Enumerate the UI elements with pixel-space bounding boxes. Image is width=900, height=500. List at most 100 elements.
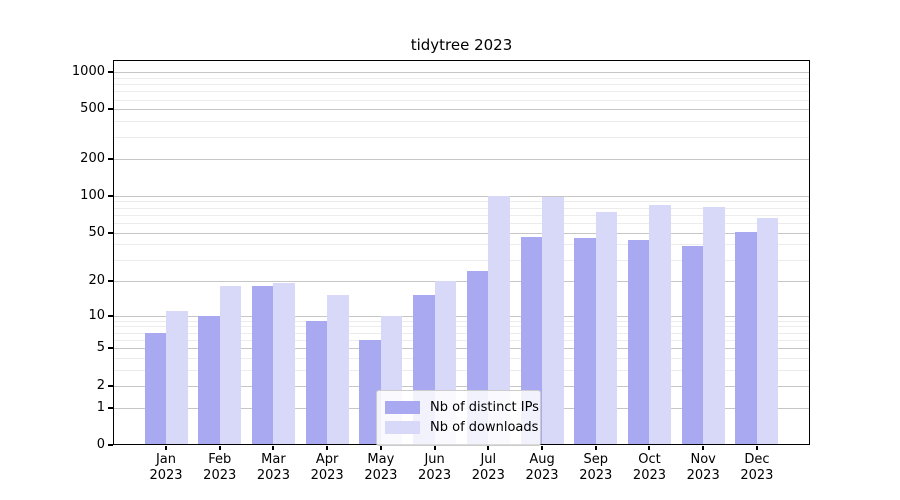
y-tick-500	[108, 108, 113, 111]
x-tick-label-month: Jun	[424, 452, 445, 467]
y-tick-label-50: 50	[88, 224, 105, 240]
y-tick-200	[108, 157, 113, 160]
x-tick-label-month: Feb	[208, 452, 232, 467]
x-tick-label-feb: Feb 2023	[191, 452, 249, 484]
x-tick-label-nov: Nov 2023	[674, 452, 732, 484]
x-tick-label-mar: Mar 2023	[244, 452, 302, 484]
bar-downloads-sep	[595, 211, 618, 445]
major-gridline-2	[113, 385, 810, 387]
bar-distinct-ips-apr	[305, 320, 328, 445]
minor-gridline-900	[113, 77, 810, 79]
x-tick-label-aug: Aug 2023	[513, 452, 571, 484]
chart-title: tidytree 2023	[410, 36, 513, 54]
y-tick-label-10: 10	[88, 307, 105, 323]
y-tick-1	[108, 406, 113, 409]
x-tick-label-month: Dec	[744, 452, 770, 467]
bar-downloads-feb	[219, 286, 242, 445]
major-gridline-100	[113, 195, 810, 197]
x-tick-label-year: 2023	[471, 468, 505, 483]
x-tick-label-month: Mar	[261, 452, 286, 467]
x-tick-label-year: 2023	[740, 468, 774, 483]
legend: Nb of distinct IPs Nb of downloads	[376, 390, 541, 446]
minor-gridline-3	[113, 370, 810, 372]
y-tick-label-500: 500	[80, 101, 105, 117]
major-gridline-10	[113, 315, 810, 317]
y-tick-label-20: 20	[88, 272, 105, 288]
major-gridline-500	[113, 109, 810, 111]
x-tick-jul	[487, 446, 490, 450]
bar-downloads-mar	[273, 283, 295, 445]
legend-entry-distinct-ips: Nb of distinct IPs	[385, 398, 539, 417]
bar-distinct-ips-sep	[574, 238, 596, 445]
major-gridline-50	[113, 232, 810, 234]
bar-downloads-oct	[649, 204, 671, 445]
y-tick-label-200: 200	[80, 150, 105, 166]
x-tick-label-month: Sep	[583, 452, 608, 467]
x-tick-label-month: Jan	[155, 452, 177, 467]
x-tick-aug	[541, 446, 544, 450]
x-tick-label-month: Aug	[529, 452, 555, 467]
y-tick-2	[108, 384, 113, 387]
y-tick-0	[108, 444, 113, 446]
plot-spine-left	[113, 60, 114, 445]
x-tick-label-year: 2023	[525, 468, 559, 483]
x-tick-label-year: 2023	[149, 468, 183, 483]
plot-area	[113, 60, 810, 445]
bar-downloads-dec	[756, 218, 779, 445]
y-tick-label-1: 1	[96, 399, 105, 415]
bar-downloads-aug	[542, 197, 564, 445]
minor-gridline-300	[113, 136, 810, 138]
y-tick-20	[108, 279, 113, 282]
minor-gridline-30	[113, 259, 810, 261]
x-tick-label-jan: Jan 2023	[137, 452, 195, 484]
minor-gridline-40	[113, 244, 810, 246]
minor-gridline-8	[113, 326, 810, 328]
x-tick-label-sep: Sep 2023	[567, 452, 625, 484]
x-tick-label-dec: Dec 2023	[728, 452, 786, 484]
minor-gridline-80	[113, 207, 810, 209]
minor-gridline-4	[113, 358, 810, 360]
x-tick-label-may: May 2023	[352, 452, 410, 484]
y-tick-label-0: 0	[96, 437, 105, 452]
legend-swatch-distinct-ips	[385, 401, 420, 414]
x-tick-label-apr: Apr 2023	[298, 452, 356, 484]
x-tick-label-month: Apr	[315, 452, 339, 467]
y-tick-label-1000: 1000	[71, 63, 105, 79]
bar-distinct-ips-oct	[627, 239, 650, 445]
y-tick-label-5: 5	[96, 340, 105, 356]
x-tick-jun	[433, 446, 436, 450]
x-tick-label-year: 2023	[632, 468, 667, 483]
plot-spine-right	[809, 60, 810, 445]
x-tick-dec	[755, 446, 758, 450]
x-tick-label-year: 2023	[310, 468, 344, 483]
bar-distinct-ips-jan	[144, 332, 166, 445]
x-tick-nov	[702, 446, 705, 450]
bar-distinct-ips-dec	[735, 231, 757, 445]
x-tick-label-year: 2023	[256, 468, 290, 483]
y-tick-label-100: 100	[80, 187, 105, 203]
major-gridline-200	[113, 158, 810, 160]
bar-downloads-jan	[166, 310, 188, 445]
y-tick-50	[108, 231, 113, 234]
y-tick-5	[108, 347, 113, 350]
legend-label-downloads: Nb of downloads	[430, 420, 539, 435]
legend-swatch-downloads	[385, 421, 420, 434]
bar-distinct-ips-feb	[198, 315, 220, 445]
bar-distinct-ips-may	[359, 339, 381, 445]
y-tick-label-2: 2	[96, 377, 105, 393]
x-tick-label-month: Jul	[480, 452, 497, 467]
minor-gridline-400	[113, 121, 810, 123]
minor-gridline-800	[113, 83, 810, 85]
x-tick-sep	[594, 446, 597, 450]
x-tick-label-year: 2023	[203, 468, 237, 483]
minor-gridline-9	[113, 320, 810, 322]
major-gridline-5	[113, 348, 810, 350]
y-tick-10	[108, 314, 113, 317]
x-tick-label-year: 2023	[418, 468, 452, 483]
x-tick-mar	[272, 446, 275, 450]
bar-distinct-ips-nov	[681, 245, 704, 445]
minor-gridline-7	[113, 332, 810, 334]
x-tick-label-year: 2023	[364, 468, 398, 483]
legend-entry-downloads: Nb of downloads	[385, 418, 538, 437]
